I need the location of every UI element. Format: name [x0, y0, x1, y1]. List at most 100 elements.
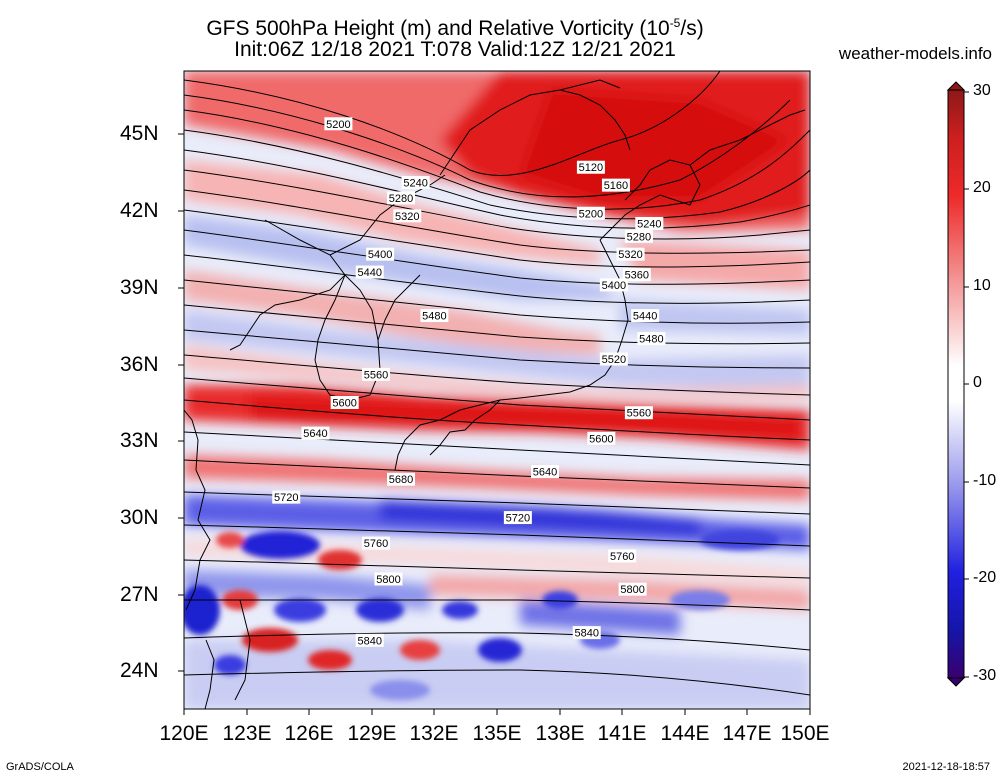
contour-label-5600: 5600 [587, 431, 616, 445]
contour-label-5440: 5440 [355, 265, 384, 279]
contour-label-text: 5440 [633, 311, 657, 323]
colorbar-label-30: 30 [973, 82, 991, 99]
contour-label-5160: 5160 [601, 178, 630, 192]
lon-tick-120e: 120E [159, 722, 209, 745]
lon-tick-138e: 138E [535, 722, 585, 745]
contour-label-5640: 5640 [530, 465, 559, 479]
lat-tick-45n: 45N [120, 122, 159, 145]
lat-tick-27n: 27N [120, 583, 159, 606]
contour-label-5480: 5480 [420, 309, 449, 323]
map-title-line2: Init:06Z 12/18 2021 T:078 Valid:12Z 12/2… [234, 38, 676, 61]
contour-labels: 5120516052005200524052405280528053205320… [272, 117, 666, 647]
tick-marks [178, 133, 811, 715]
contour-label-5400: 5400 [366, 247, 395, 261]
contour-label-text: 5760 [610, 551, 634, 563]
lat-tick-36n: 36N [120, 353, 159, 376]
lat-tick-33n: 33N [120, 429, 159, 452]
contour-label-text: 5840 [357, 635, 381, 647]
contour-label-text: 5240 [403, 178, 427, 190]
lon-tick-147e: 147E [722, 722, 772, 745]
contour-label-text: 5160 [604, 180, 628, 192]
contour-label-5280: 5280 [387, 191, 416, 205]
contour-label-text: 5720 [274, 492, 298, 504]
contour-label-5320: 5320 [393, 209, 422, 223]
contour-label-5520: 5520 [599, 352, 628, 366]
contour-label-text: 5800 [376, 574, 400, 586]
contour-label-5680: 5680 [387, 472, 416, 486]
lon-tick-132e: 132E [409, 722, 459, 745]
contour-label-text: 5600 [332, 398, 356, 410]
contour-label-text: 5840 [574, 628, 598, 640]
contour-label-5480: 5480 [637, 332, 666, 346]
contour-label-5400: 5400 [599, 278, 628, 292]
contour-label-text: 5200 [326, 119, 350, 131]
colorbar [946, 81, 969, 687]
contour-label-5320: 5320 [616, 247, 645, 261]
lon-tick-141e: 141E [597, 722, 647, 745]
site-credit: weather-models.info [838, 44, 992, 63]
lon-tick-150e: 150E [780, 722, 830, 745]
contour-label-5760: 5760 [608, 549, 637, 563]
contour-label-text: 5280 [627, 231, 651, 243]
map-title-line1: GFS 500hPa Height (m) and Relative Vorti… [0, 10, 955, 42]
lat-tick-24n: 24N [120, 659, 159, 682]
contour-label-5840: 5840 [355, 633, 384, 647]
contour-label-5600: 5600 [330, 396, 359, 410]
contour-label-text: 5320 [618, 249, 642, 261]
lon-tick-144e: 144E [660, 722, 710, 745]
contour-label-5240: 5240 [635, 217, 664, 231]
contour-label-text: 5400 [602, 280, 626, 292]
lon-tick-123e: 123E [222, 722, 272, 745]
contour-label-text: 5600 [589, 433, 613, 445]
coastlines [184, 79, 806, 709]
height-contours [184, 71, 810, 696]
colorbar-label-10: 10 [973, 277, 991, 294]
lat-tick-42n: 42N [120, 199, 159, 222]
colorbar-label-20: 20 [973, 179, 991, 196]
contour-label-5560: 5560 [361, 367, 390, 381]
colorbar-label-0: 0 [973, 374, 982, 391]
contour-label-text: 5480 [639, 334, 663, 346]
contour-label-text: 5400 [368, 249, 392, 261]
lat-tick-39n: 39N [120, 276, 159, 299]
contour-label-text: 5440 [357, 267, 381, 279]
contour-label-text: 5360 [625, 270, 649, 282]
contour-label-5120: 5120 [576, 160, 605, 174]
contour-label-5200: 5200 [324, 117, 353, 131]
contour-label-5800: 5800 [374, 572, 403, 586]
contour-label-5280: 5280 [624, 229, 653, 243]
title-exponent: -5 [669, 16, 681, 30]
contour-label-text: 5760 [364, 538, 388, 550]
contour-label-text: 5640 [303, 428, 327, 440]
colorbar-label-neg10: -10 [973, 472, 997, 489]
contour-label-5200: 5200 [576, 206, 605, 220]
contour-label-5240: 5240 [401, 176, 430, 190]
contour-label-text: 5480 [422, 311, 446, 323]
lat-tick-30n: 30N [120, 506, 159, 529]
contour-label-5560: 5560 [624, 406, 653, 420]
contour-label-text: 5640 [533, 467, 557, 479]
title-text-end: /s) [680, 17, 704, 40]
contour-label-5720: 5720 [503, 511, 532, 525]
contour-label-text: 5240 [637, 219, 661, 231]
contour-label-text: 5720 [506, 513, 530, 525]
colorbar-label-neg20: -20 [973, 569, 997, 586]
colorbar-label-neg30: -30 [973, 667, 997, 684]
contour-label-5760: 5760 [361, 536, 390, 550]
lon-tick-126e: 126E [284, 722, 334, 745]
footer-timestamp: 2021-12-18-18:57 [902, 761, 990, 773]
contour-label-text: 5560 [627, 408, 651, 420]
contour-label-5840: 5840 [572, 626, 601, 640]
contour-label-5440: 5440 [631, 309, 660, 323]
title-text: GFS 500hPa Height (m) and Relative Vorti… [206, 17, 670, 40]
footer-software: GrADS/COLA [6, 761, 74, 773]
contour-label-text: 5560 [364, 369, 388, 381]
contour-label-text: 5320 [395, 211, 419, 223]
contour-label-text: 5800 [620, 584, 644, 596]
contour-label-5800: 5800 [618, 582, 647, 596]
lon-tick-135e: 135E [472, 722, 522, 745]
contour-label-text: 5120 [579, 162, 603, 174]
contour-label-text: 5200 [579, 208, 603, 220]
contour-label-5640: 5640 [301, 426, 330, 440]
contour-label-text: 5520 [602, 354, 626, 366]
